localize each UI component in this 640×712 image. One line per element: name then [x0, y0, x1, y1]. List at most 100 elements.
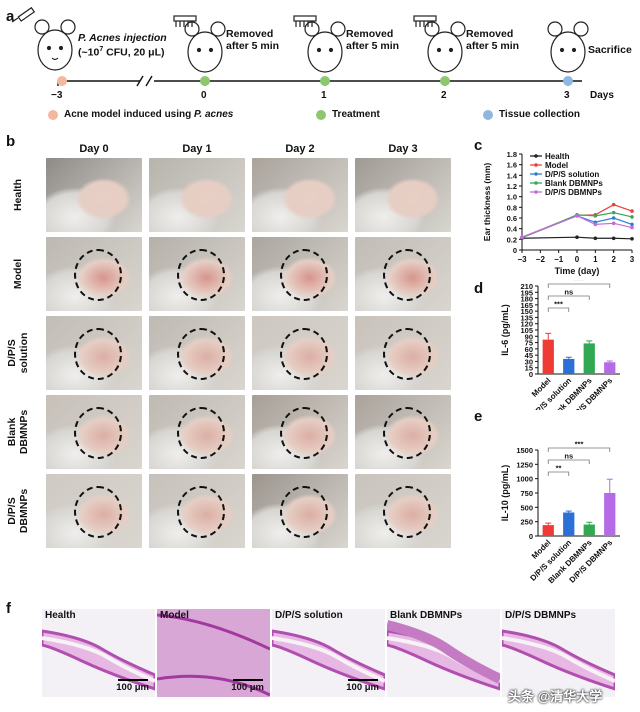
significance-label: ** — [556, 464, 562, 473]
tissue-background — [157, 609, 270, 697]
significance-label: *** — [575, 440, 584, 449]
event-removed-0: Removed after 5 min — [226, 28, 280, 52]
significance-bracket — [547, 459, 590, 464]
lesion-circle — [74, 407, 122, 459]
ear-photo — [355, 158, 451, 232]
legend-dot-icon — [48, 109, 58, 120]
legend-label: Health — [545, 152, 570, 161]
y-tick-label: 75 — [525, 339, 533, 348]
bar — [583, 524, 595, 536]
timeline-tick: −3 — [51, 90, 63, 101]
x-tick-label: 0 — [575, 255, 580, 264]
y-tick-label: 1.8 — [507, 150, 517, 159]
timeline-tick: 1 — [321, 90, 327, 101]
series-point — [611, 236, 616, 241]
series-line — [521, 215, 633, 239]
scale-bar: 100 μm — [231, 679, 264, 693]
lesion-circle — [280, 249, 328, 301]
legend-label: D/P/S solution — [545, 170, 599, 179]
column-header: Day 0 — [79, 143, 109, 155]
bar — [604, 493, 616, 536]
significance-label: *** — [554, 300, 563, 309]
panel-f-label: f — [6, 600, 11, 617]
series-point — [575, 235, 579, 239]
mouse-icon-2 — [184, 21, 226, 73]
ear-photo — [46, 158, 142, 232]
scale-bar-line — [232, 679, 263, 681]
significance-label: **** — [573, 280, 585, 285]
ear-photo — [149, 237, 245, 311]
y-axis-title: Ear thickness (mm) — [482, 163, 492, 242]
timeline-tick: 3 — [564, 90, 570, 101]
y-tick-label: 210 — [520, 282, 533, 291]
lesion-circle — [177, 328, 225, 380]
y-tick-label: 120 — [520, 320, 533, 329]
microneedle-icon-3 — [413, 15, 437, 27]
y-tick-label: 1500 — [516, 446, 533, 455]
scale-bar: 100 μm — [116, 679, 149, 693]
y-tick-label: 0.2 — [507, 235, 517, 244]
lesion-circle — [280, 486, 328, 538]
ear-photo — [355, 316, 451, 390]
panel-d-label: d — [474, 280, 484, 297]
legend-marker — [534, 190, 538, 194]
histology-image: D/P/S DBMNPs — [502, 609, 615, 697]
event-removed-2: Removed after 5 min — [466, 28, 520, 52]
legend-collection: Tissue collection — [483, 109, 580, 120]
scale-bar-line — [347, 679, 378, 681]
legend-treatment: Treatment — [316, 109, 380, 120]
significance-bracket — [547, 307, 570, 312]
ear-photo — [252, 395, 348, 469]
scale-bar-label: 100 μm — [346, 682, 379, 693]
y-tick-label: 0 — [529, 532, 533, 541]
panel-e-label: e — [474, 408, 483, 425]
significance-label: ns — [564, 452, 573, 461]
lesion-circle — [74, 486, 122, 538]
column-header: Day 1 — [182, 143, 212, 155]
microneedle-icon-1 — [173, 15, 197, 27]
y-tick-label: 0 — [513, 246, 517, 255]
y-tick-label: 105 — [520, 326, 533, 335]
timeline-graphic — [11, 6, 589, 87]
lesion-circle — [383, 486, 431, 538]
event-sacrifice: Sacrifice — [588, 44, 632, 56]
histology-image: Model 100 μm — [157, 609, 270, 697]
y-tick-label: 1.4 — [507, 171, 518, 180]
lesion-circle — [383, 328, 431, 380]
y-tick-label: 195 — [520, 288, 533, 297]
ear-photo — [252, 237, 348, 311]
histology-label: Health — [45, 610, 76, 621]
tissue-cartilage — [272, 636, 385, 683]
legend-model: Acne model induced using P. acnes — [48, 109, 233, 120]
series-line — [521, 204, 633, 238]
lesion-circle — [383, 407, 431, 459]
y-tick-label: 750 — [520, 489, 533, 498]
significance-label: ns — [564, 288, 573, 297]
series-point — [630, 222, 634, 227]
lesion-circle — [177, 407, 225, 459]
scale-bar-label: 100 μm — [231, 682, 264, 693]
ear-photo — [252, 474, 348, 548]
lesion-circle — [74, 249, 122, 301]
ear-photo — [149, 395, 245, 469]
mouse-icon-5 — [547, 21, 589, 73]
y-tick-label: 1000 — [516, 475, 533, 484]
series-point — [593, 222, 598, 227]
y-tick-label: 0.4 — [507, 225, 518, 234]
histology-label: D/P/S solution — [275, 610, 343, 621]
timeline-axis-unit: Days — [590, 90, 614, 101]
y-tick-label: 60 — [525, 345, 533, 354]
panel-b-label: b — [6, 133, 16, 150]
ear-photo — [46, 316, 142, 390]
ear-photo — [252, 316, 348, 390]
y-tick-label: 0.6 — [507, 214, 517, 223]
series-point — [611, 202, 616, 207]
y-axis-title: IL-6 (pg/mL) — [500, 304, 510, 356]
marker-collection — [563, 76, 573, 86]
lesion-circle — [280, 407, 328, 459]
x-axis-title: Time (day) — [555, 266, 600, 276]
series-point — [611, 221, 616, 226]
legend-marker — [534, 154, 538, 158]
scale-bar-line — [117, 679, 148, 681]
